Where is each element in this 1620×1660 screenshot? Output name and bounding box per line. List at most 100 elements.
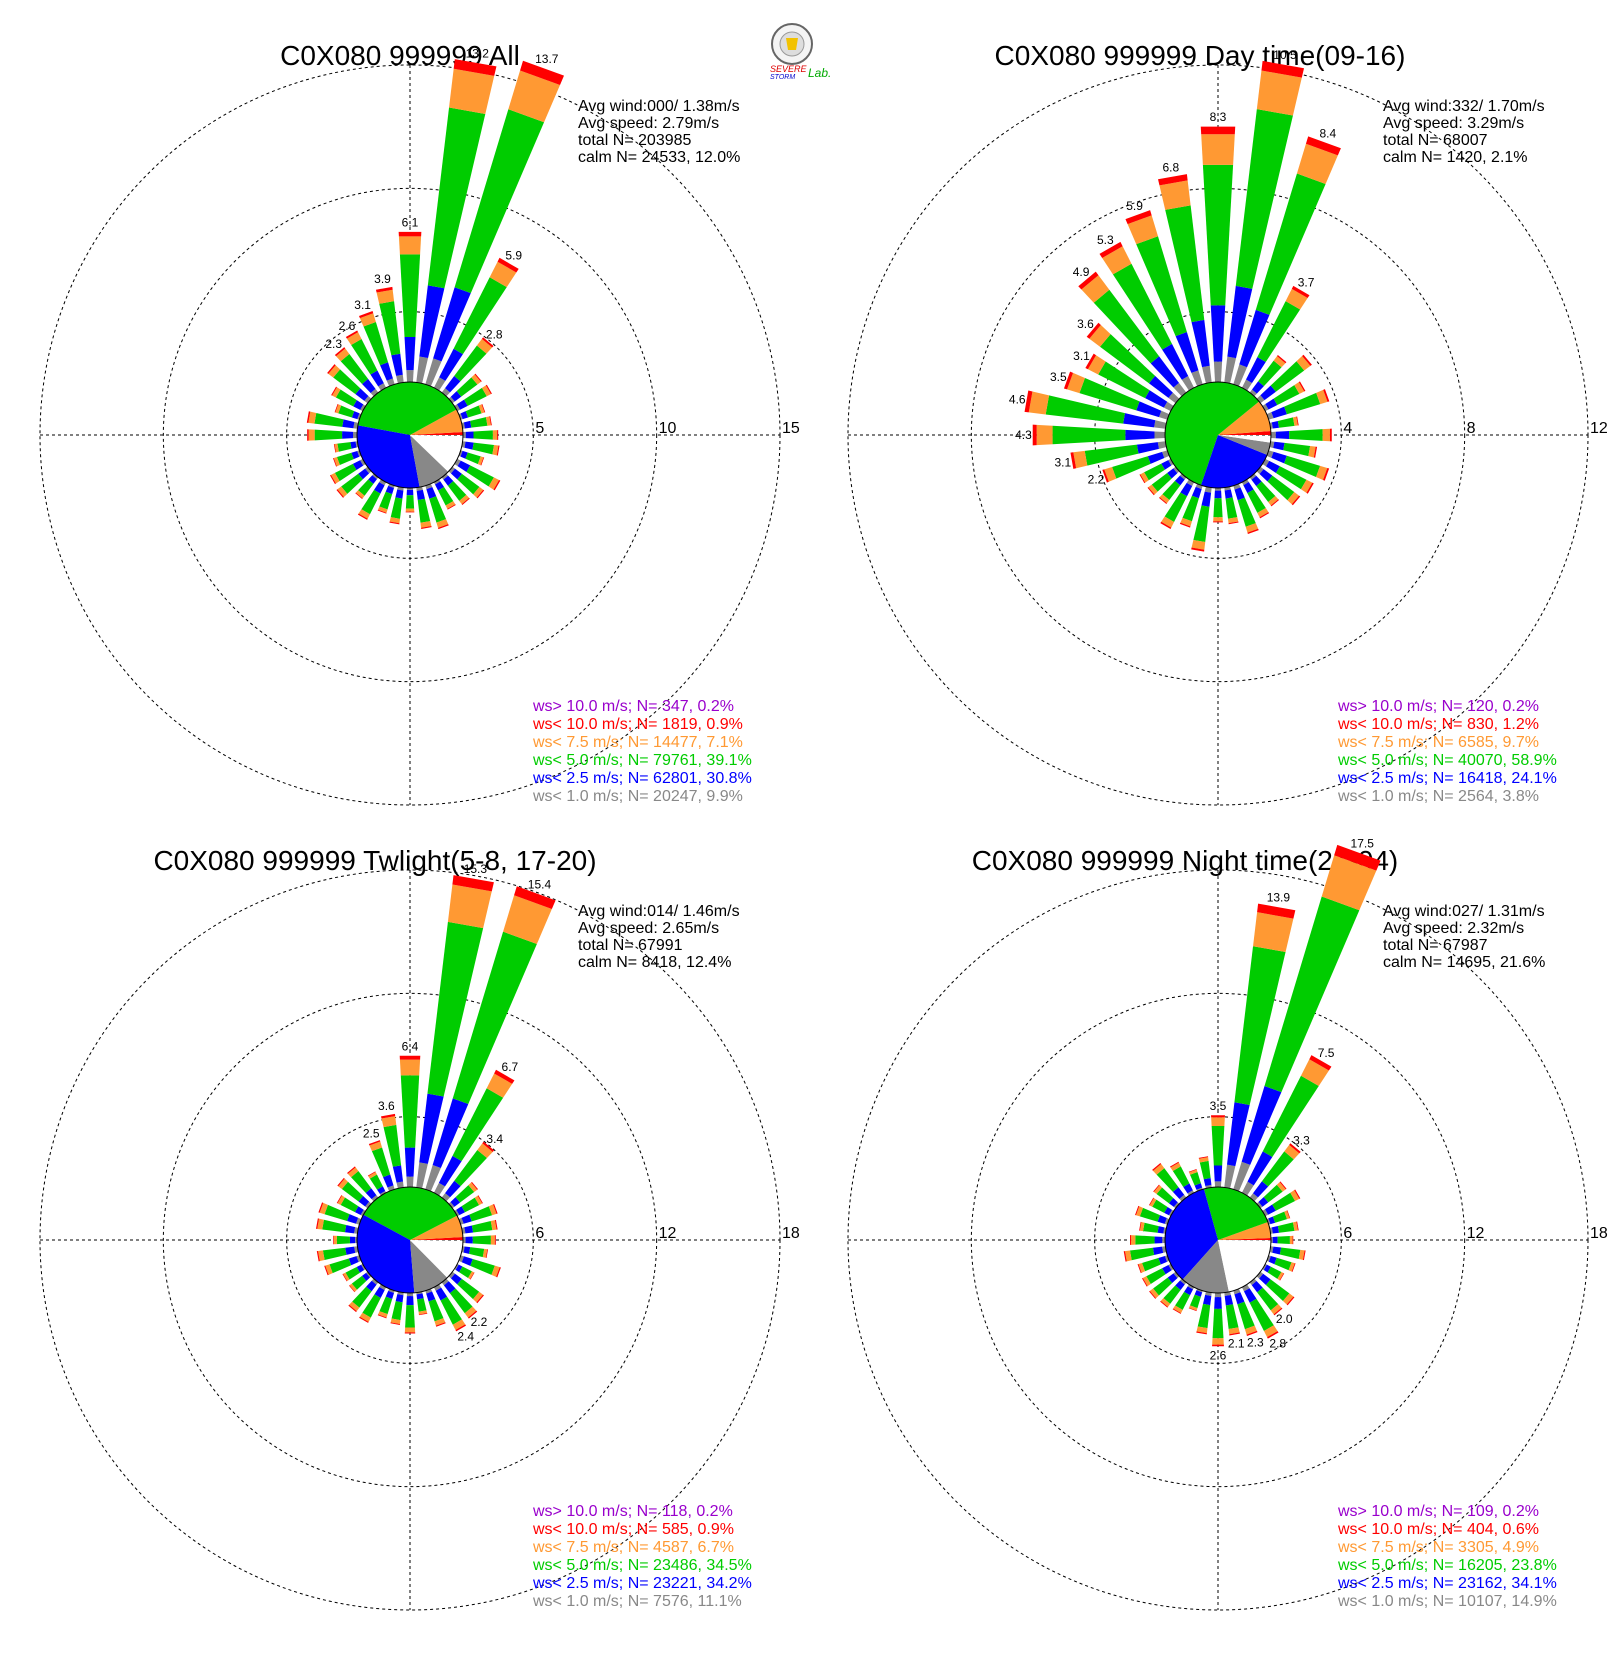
bar-segment	[429, 496, 447, 523]
bar-segment	[1259, 469, 1273, 482]
bar-segment	[1210, 305, 1226, 362]
bar-label: 6.4	[402, 1039, 419, 1053]
bar-segment	[358, 509, 370, 519]
bar-segment	[473, 430, 493, 440]
bar-segment	[1142, 1277, 1148, 1287]
bar-segment	[1181, 376, 1195, 391]
bar-segment	[447, 504, 456, 510]
legend-entry: ws> 10.0 m/s; N= 109, 0.2%	[1337, 1503, 1539, 1520]
bar-segment	[368, 1140, 381, 1146]
bar-segment	[1153, 1277, 1173, 1296]
bar-segment	[1194, 1290, 1203, 1297]
pie-slice	[357, 1214, 415, 1293]
bar-segment	[417, 1298, 427, 1312]
bar-segment	[433, 1182, 446, 1196]
bar-label: 2.4	[457, 1329, 474, 1343]
chart-title: C0X080 999999 Day time(09-16)	[995, 40, 1406, 71]
bar-segment	[454, 109, 545, 294]
bar-segment	[1182, 495, 1199, 522]
bar-segment	[1257, 1287, 1279, 1311]
bar-segment	[1196, 1326, 1208, 1334]
bar-segment	[1214, 487, 1222, 491]
bar-label: 3.1	[1073, 349, 1090, 363]
bar-segment	[308, 411, 317, 424]
info-line: Avg wind:027/ 1.31m/s	[1383, 903, 1545, 920]
bar-segment	[1233, 364, 1248, 387]
ring-2	[970, 992, 1466, 1488]
bar-label: 2.0	[1276, 1312, 1293, 1326]
bar-segment	[361, 1263, 366, 1271]
bar-segment	[433, 479, 441, 485]
bar-segment	[1125, 210, 1152, 225]
bar-segment	[1172, 1308, 1182, 1314]
bar-segment	[1329, 428, 1332, 442]
bar-segment	[355, 1217, 362, 1225]
bar-segment	[1270, 499, 1280, 507]
bar-segment	[1214, 490, 1222, 499]
bar-segment	[1213, 517, 1223, 522]
bar-segment	[307, 429, 309, 441]
bar-segment	[1154, 1236, 1163, 1244]
bar-segment	[448, 396, 455, 404]
bar-segment	[1251, 1281, 1263, 1293]
bar-segment	[1135, 1205, 1140, 1216]
bar-segment	[1203, 1294, 1212, 1306]
bar-segment	[334, 1235, 337, 1245]
bar-segment	[405, 1305, 415, 1328]
bar-segment	[425, 1288, 433, 1294]
bar-segment	[1147, 487, 1155, 496]
bar-segment	[1252, 1181, 1269, 1198]
ring-label: 6	[1343, 1225, 1352, 1242]
bar-segment	[351, 339, 378, 375]
legend-entry: ws< 7.5 m/s; N= 3305, 4.9%	[1337, 1539, 1539, 1556]
bar-segment	[433, 377, 446, 391]
bar-segment	[369, 1141, 383, 1152]
bar-segment	[385, 1290, 395, 1300]
bar-segment	[399, 254, 421, 338]
bar-label: 13.9	[1267, 891, 1291, 905]
bar-segment	[405, 495, 415, 509]
bar-segment	[1275, 466, 1307, 490]
bar-segment	[1268, 496, 1279, 506]
bar-segment	[1174, 475, 1185, 486]
legend-entry: ws> 10.0 m/s; N= 118, 0.2%	[532, 1503, 733, 1520]
bar-segment	[1093, 289, 1160, 364]
logo-emblem	[786, 38, 798, 50]
bar-segment	[471, 1181, 479, 1190]
bar-segment	[348, 1256, 359, 1266]
ring-label: 12	[659, 1225, 677, 1242]
bar-segment	[1294, 382, 1305, 394]
bar-segment	[1131, 1235, 1136, 1245]
bar-segment	[1148, 1197, 1154, 1206]
bar-segment	[1214, 1292, 1222, 1298]
bar-segment	[398, 236, 422, 255]
bar-segment	[1259, 1273, 1271, 1286]
bar-segment	[476, 489, 485, 499]
bar-segment	[358, 468, 370, 480]
bar-segment	[1198, 1156, 1209, 1159]
bar-segment	[405, 511, 415, 513]
bar-segment	[1279, 1181, 1287, 1190]
bar-segment	[476, 338, 493, 354]
bar-segment	[1070, 452, 1077, 469]
bar-segment	[357, 450, 362, 457]
bar-segment	[359, 313, 376, 327]
bar-segment	[348, 1285, 355, 1293]
pie-slice	[1182, 1240, 1229, 1293]
ring-label: 18	[782, 1225, 800, 1242]
bar-segment	[1164, 492, 1188, 522]
bar-segment	[1263, 1264, 1271, 1273]
bar-segment	[1234, 487, 1245, 501]
bar-segment	[1322, 428, 1330, 442]
bar-segment	[361, 489, 381, 515]
pie-slice	[410, 435, 463, 472]
bar-segment	[1300, 479, 1313, 493]
bar-segment	[1098, 361, 1150, 399]
pie-slice	[1165, 1188, 1218, 1280]
bar-segment	[345, 1246, 356, 1255]
bar-segment	[492, 430, 498, 440]
bar-segment	[330, 474, 336, 485]
bar-segment	[1212, 1308, 1224, 1339]
bar-segment	[1256, 481, 1276, 503]
